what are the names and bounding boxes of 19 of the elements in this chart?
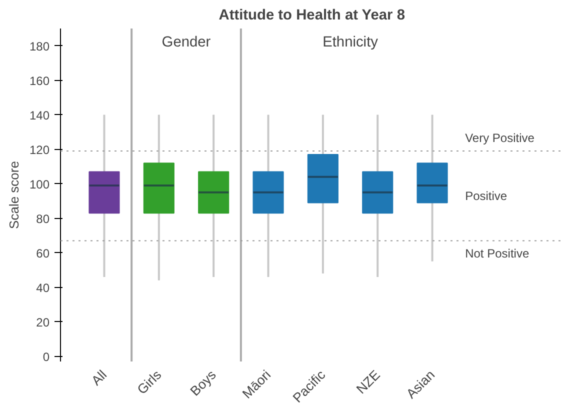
y-tick-label: 60: [36, 246, 50, 260]
y-axis-title: Scale score: [6, 161, 22, 229]
annotation: Gender: [162, 34, 211, 50]
y-tick-label: 20: [36, 315, 50, 330]
ref-line-label: Not Positive: [465, 246, 530, 261]
x-tick-label: Girls: [134, 366, 164, 398]
y-tick-label: 160: [29, 74, 50, 88]
y-tick-label: 180: [29, 39, 50, 54]
chart-title: Attitude to Health at Year 8: [218, 8, 405, 24]
y-tick-label: 120: [29, 142, 50, 157]
y-tick-label: 80: [36, 212, 50, 226]
y-tick-label: 140: [29, 108, 50, 122]
y-tick-label: 100: [29, 177, 50, 192]
annotation: Ethnicity: [322, 34, 379, 50]
y-tick-label: 0: [42, 350, 50, 364]
ref-line-label: Very Positive: [465, 131, 535, 146]
text: Positive: [465, 188, 508, 203]
x-tick-label: All: [88, 367, 110, 388]
y-tick-label: 40: [36, 280, 50, 295]
